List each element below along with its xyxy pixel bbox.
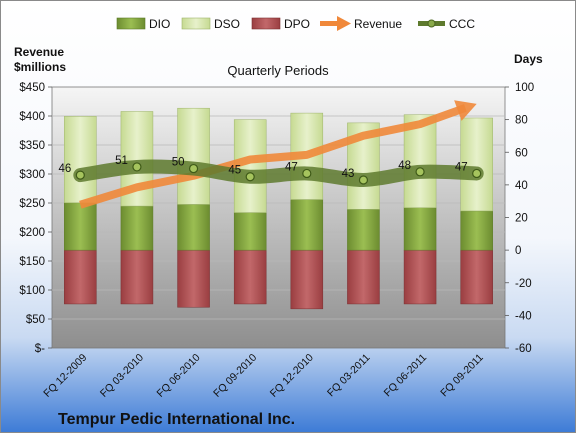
ccc-data-label: 51 <box>115 155 128 167</box>
legend-swatch-dso <box>181 17 211 30</box>
ccc-marker <box>415 167 425 177</box>
legend-label-dso: DSO <box>214 17 240 31</box>
right-axis: -60 -40 -20 0 20 40 60 80 100 <box>505 82 534 355</box>
ccc-marker <box>245 172 255 182</box>
bar-dso <box>64 116 97 204</box>
bar-dpo <box>460 249 493 305</box>
ccc-line <box>73 159 484 187</box>
bar-dio <box>120 205 154 251</box>
bar-dio <box>347 209 380 251</box>
revenue-series <box>79 100 477 209</box>
right-tick-label: 0 <box>515 245 521 257</box>
bar-dpo <box>120 249 154 305</box>
bar-dio <box>290 199 324 251</box>
left-tick-label: $150 <box>19 256 45 268</box>
ccc-data-label: 46 <box>59 163 72 175</box>
bar-dpo <box>347 249 380 305</box>
bar-dso <box>177 107 210 205</box>
legend: DIO DSO DPO Revenue CCC <box>116 16 475 31</box>
left-axis-title-line2: $millions <box>14 60 66 74</box>
ccc-data-label: 43 <box>342 168 355 180</box>
ccc-marker <box>358 175 369 185</box>
left-axis: $- $50 $100 $150 $200 $250 $300 $350 $400 $450 <box>19 82 52 355</box>
left-tick-label: $100 <box>19 285 45 297</box>
legend-arrow-revenue-icon <box>320 16 351 31</box>
company-name: Tempur Pedic International Inc. <box>58 411 295 428</box>
left-tick-label: $400 <box>19 111 45 123</box>
legend-label-dio: DIO <box>149 17 170 31</box>
legend-label-revenue: Revenue <box>354 17 402 31</box>
bar-dpo <box>177 249 210 308</box>
revenue-arrowhead <box>454 100 477 121</box>
ccc-marker <box>188 163 199 174</box>
left-tick-label: $250 <box>19 198 45 210</box>
ccc-data-label: 50 <box>172 157 185 169</box>
left-tick-label: $50 <box>26 314 45 326</box>
legend-label-dpo: DPO <box>284 17 310 31</box>
ccc-marker <box>302 168 312 179</box>
right-tick-label: 60 <box>515 147 528 159</box>
right-tick-label: 80 <box>515 115 528 127</box>
right-tick-label: 20 <box>515 213 528 225</box>
bar-dpo <box>64 249 97 305</box>
bar-dio <box>177 204 210 251</box>
bar-dio <box>403 207 437 251</box>
ccc-marker <box>75 170 85 180</box>
legend-swatch-dpo <box>251 17 281 30</box>
right-axis-title: Days <box>514 52 543 66</box>
legend-swatch-dio <box>116 17 146 30</box>
bar-dpo <box>403 249 437 305</box>
right-tick-label: 100 <box>515 82 534 94</box>
bar-dso <box>460 117 493 212</box>
plot-area <box>51 86 506 349</box>
bar-dio <box>233 212 267 251</box>
ccc-data-label: 47 <box>455 161 468 173</box>
ccc-data-label: 48 <box>398 160 411 172</box>
ccc-data-label: 45 <box>228 165 241 177</box>
right-tick-label: 40 <box>515 180 528 192</box>
legend-line-ccc-icon <box>418 19 445 28</box>
ccc-marker <box>132 162 142 172</box>
left-tick-label: $300 <box>19 169 45 181</box>
left-tick-label: $200 <box>19 227 45 239</box>
bar-dio <box>64 202 97 251</box>
ccc-marker <box>472 168 482 179</box>
bar-dio <box>460 210 493 251</box>
left-tick-label: $450 <box>19 82 45 94</box>
bar-dpo <box>233 249 267 305</box>
right-tick-label: -60 <box>515 343 532 355</box>
chart-title: Quarterly Periods <box>227 63 329 78</box>
left-tick-label: $350 <box>19 140 45 152</box>
ccc-data-label: 47 <box>285 161 298 173</box>
right-tick-label: -20 <box>515 278 532 290</box>
left-tick-label: $- <box>35 343 45 355</box>
ccc-series: 46 51 50 45 47 43 48 47 <box>59 155 484 187</box>
left-axis-title-line1: Revenue <box>14 45 64 59</box>
legend-label-ccc: CCC <box>449 17 475 31</box>
right-tick-label: -40 <box>515 310 532 322</box>
revenue-line <box>79 104 467 209</box>
bar-dpo <box>290 249 324 310</box>
